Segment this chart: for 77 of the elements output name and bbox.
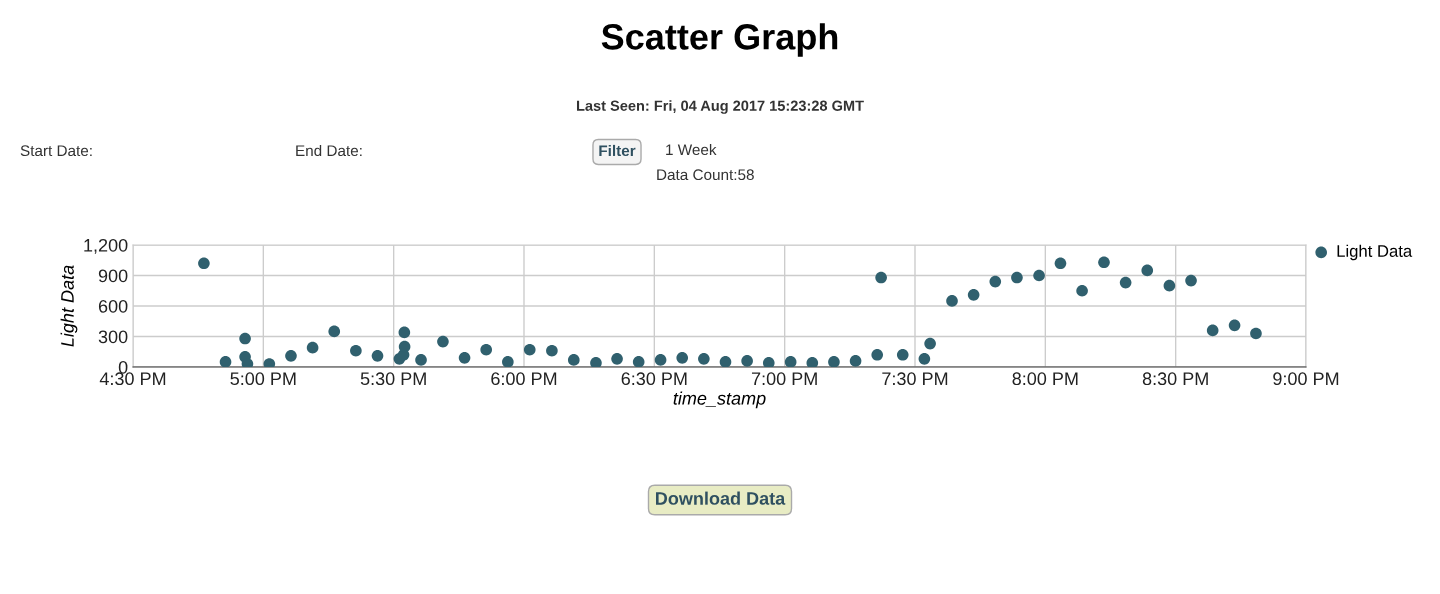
point	[989, 275, 1002, 288]
point	[328, 325, 341, 338]
x-tick-label: 6:00 PM	[491, 372, 557, 386]
point	[1185, 274, 1197, 287]
point	[502, 356, 514, 367]
x-tick-label: 5:00 PM	[230, 372, 296, 386]
y-tick-label: 0	[118, 360, 128, 374]
y-tick-label: 1,200	[84, 238, 128, 254]
point	[871, 348, 884, 361]
point	[918, 353, 931, 365]
point	[198, 257, 210, 270]
point	[676, 352, 689, 364]
legend-label: Light Data	[1337, 244, 1413, 261]
point	[398, 340, 411, 353]
point	[1250, 327, 1262, 340]
x-tick-label: 7:30 PM	[882, 372, 948, 386]
x-tick-label: 6:30 PM	[621, 372, 687, 386]
point	[285, 350, 297, 362]
point	[590, 357, 602, 367]
y-tick-label: 900	[98, 269, 128, 283]
x-tick-label: 5:30 PM	[360, 372, 426, 386]
x-axis-title: time_stamp	[673, 391, 766, 409]
point	[698, 353, 710, 365]
point	[654, 354, 667, 366]
x-tick-label: 7:00 PM	[751, 372, 817, 386]
point	[784, 356, 797, 367]
point	[398, 326, 411, 339]
point	[437, 335, 449, 348]
text: 1 Week	[666, 143, 717, 156]
point	[1011, 271, 1023, 284]
point	[546, 344, 558, 357]
point	[896, 348, 909, 361]
y-tick-label: 600	[98, 299, 128, 313]
point	[719, 356, 732, 367]
point	[1033, 269, 1045, 282]
point	[611, 353, 623, 365]
point	[371, 350, 384, 362]
point	[219, 356, 232, 367]
point	[875, 271, 887, 284]
point	[1054, 257, 1067, 270]
point	[523, 343, 536, 356]
chart-subtitle: Last Seen: Fri, 04 Aug 2017 15:23:28 GMT	[576, 100, 864, 114]
y-tick-label: 300	[98, 330, 128, 344]
point	[1206, 324, 1219, 337]
x-tick-label: 9:00 PM	[1273, 372, 1339, 386]
point	[567, 354, 580, 366]
point	[762, 357, 775, 367]
y-axis-title: Light Data	[60, 265, 78, 347]
point	[458, 352, 471, 364]
point	[239, 332, 251, 345]
text: Download Data	[656, 491, 786, 505]
point	[480, 343, 493, 356]
text: Data Count:58	[657, 169, 754, 181]
text: Filter	[599, 144, 636, 157]
point	[828, 356, 840, 367]
point	[415, 354, 427, 366]
x-tick-label: 8:00 PM	[1012, 372, 1078, 386]
x-tick-label: 4:30 PM	[99, 372, 166, 386]
point	[632, 356, 645, 367]
point	[350, 344, 362, 357]
point	[741, 355, 753, 367]
chart-title: Scatter Graph	[601, 23, 838, 57]
point	[806, 357, 819, 367]
point	[849, 355, 862, 367]
point	[1098, 256, 1110, 269]
point	[1119, 276, 1132, 289]
point	[1163, 279, 1176, 292]
point	[946, 295, 958, 307]
x-tick-label: 8:30 PM	[1142, 372, 1208, 386]
point	[1076, 284, 1088, 297]
point	[924, 337, 936, 350]
text: Start Date:	[20, 145, 92, 157]
point	[967, 289, 980, 301]
point	[1141, 264, 1154, 277]
text: End Date:	[296, 144, 362, 157]
point	[1228, 319, 1241, 332]
point	[306, 341, 319, 354]
